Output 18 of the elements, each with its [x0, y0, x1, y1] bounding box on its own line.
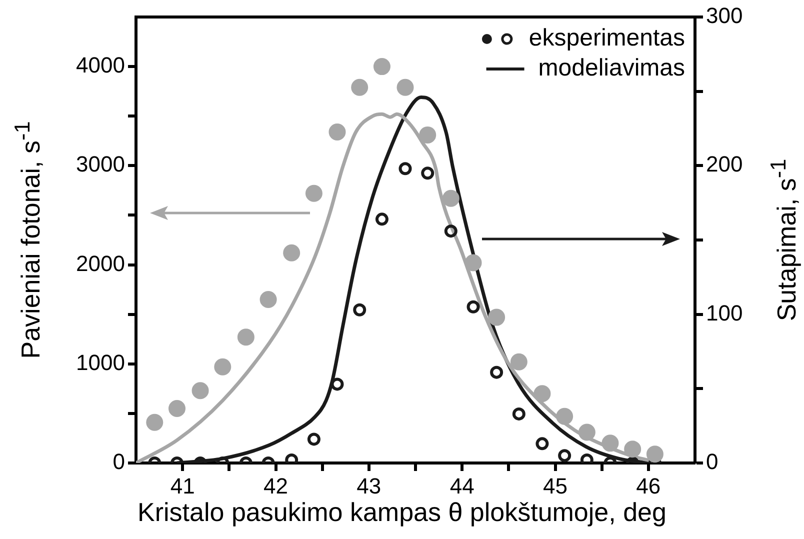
y-tick-label: 1000: [76, 350, 125, 375]
y2-tick-label: 100: [706, 300, 743, 326]
y2-tick-label: 200: [706, 152, 743, 177]
y-tick-label: 3000: [76, 152, 125, 177]
x-tick-label: 45: [543, 473, 568, 498]
x-tick-label: 41: [170, 473, 195, 498]
y-tick-label: 2000: [76, 250, 125, 276]
legend-label: modeliavimas: [538, 54, 685, 82]
legend-label: eksperimentas: [528, 24, 685, 52]
x-tick-label: 44: [450, 473, 474, 498]
x-tick-label: 46: [636, 473, 661, 498]
x-tick-label: 42: [264, 473, 288, 498]
y-tick-label: 4000: [76, 52, 125, 78]
x-axis-title: Kristalo pasukimo kampas θ plokštumoje, deg: [136, 497, 668, 528]
y2-tick-label: 0: [706, 449, 718, 474]
y-tick-label: 0: [112, 449, 125, 474]
x-tick-label: 43: [356, 473, 382, 498]
y2-tick-label: 300: [706, 3, 743, 28]
